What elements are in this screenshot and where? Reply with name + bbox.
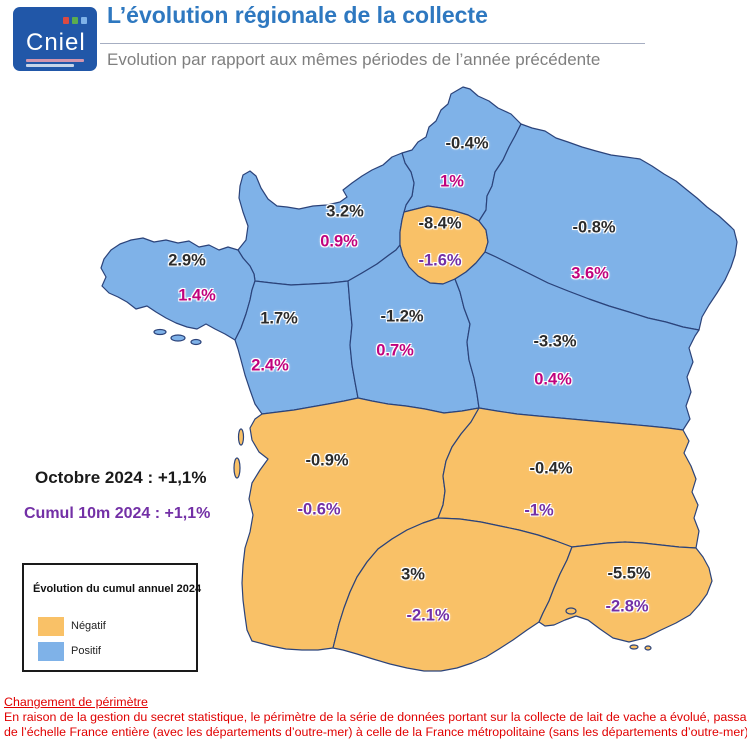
region-pays-de-la-loire [234,280,359,415]
cniel-logo: Cniel [13,7,97,71]
label-cumul-ile-de-france: -1.6% [418,251,462,270]
label-cumul-bretagne: 1.4% [178,286,216,305]
label-octobre-centre-val-de-loire: -1.2% [380,307,424,326]
legend-label-negatif: Négatif [71,620,106,632]
summary-octobre-2024: Octobre 2024 : +1,1% [35,468,207,487]
region-grand-est [478,123,738,331]
legend-label-positif: Positif [71,645,101,657]
island-bretagne-sud [153,328,167,336]
footnote-heading: Changement de périmètre [4,695,148,709]
footnote-text-line1: En raison de la gestion du secret statis… [4,710,747,724]
label-octobre-paca: -5.5% [607,564,651,583]
logo-wordmark: Cniel [26,29,86,56]
island-oleron [233,457,241,479]
label-cumul-nouvelle-aquitaine: -0.6% [297,500,341,519]
island-bretagne-sud [190,338,202,346]
legend-title: Évolution du cumul annuel 2024 [33,583,202,595]
logo-tagline-line [26,64,74,67]
region-provence-alpes-cote-d-azur [538,541,713,643]
label-cumul-centre-val-de-loire: 0.7% [376,341,414,360]
logo-tagline-line [26,59,84,62]
island-camargue [565,607,577,615]
summary-cumul-10m-2024: Cumul 10m 2024 : +1,1% [24,505,211,522]
island-re [237,428,245,446]
region-occitanie [332,517,573,672]
label-cumul-paca: -2.8% [605,597,649,616]
label-octobre-normandie: 3.2% [326,202,364,221]
label-cumul-grand-est: 3.6% [571,264,609,283]
page-title: L’évolution régionale de la collecte [107,2,488,28]
logo-picto-red-icon [63,17,69,24]
legend-swatch-negatif [38,617,64,636]
island-hyeres [629,644,639,650]
island-hyeres [644,645,652,651]
label-octobre-occitanie: 3% [401,565,425,584]
island-bretagne-sud [170,334,186,342]
label-octobre-bretagne: 2.9% [168,251,206,270]
page-subtitle: Evolution par rapport aux mêmes périodes… [107,50,601,69]
label-cumul-hauts-de-france: 1% [440,172,464,191]
label-cumul-pays-de-la-loire: 2.4% [251,356,289,375]
title-divider [100,43,645,44]
label-octobre-pays-de-la-loire: 1.7% [260,309,298,328]
logo-picto-green-icon [72,17,78,24]
label-cumul-auvergne-rhone-alpes: -1% [524,501,554,520]
map-legend: Évolution du cumul annuel 2024 Négatif P… [22,563,202,672]
label-cumul-normandie: 0.9% [320,232,358,251]
label-octobre-bourgogne-franche-comte: -3.3% [533,332,577,351]
label-octobre-auvergne-rhone-alpes: -0.4% [529,459,573,478]
label-cumul-occitanie: -2.1% [406,606,450,625]
logo-picto-blue-icon [81,17,87,24]
legend-swatch-positif [38,642,64,661]
label-octobre-ile-de-france: -8.4% [418,214,462,233]
label-octobre-nouvelle-aquitaine: -0.9% [305,451,349,470]
label-octobre-grand-est: -0.8% [572,218,616,237]
label-cumul-bourgogne-franche-comte: 0.4% [534,370,572,389]
footnote-text-line2: de l’échelle France entière (avec les dé… [4,725,747,739]
label-octobre-hauts-de-france: -0.4% [445,134,489,153]
logo-pictogram-icons [63,17,87,24]
